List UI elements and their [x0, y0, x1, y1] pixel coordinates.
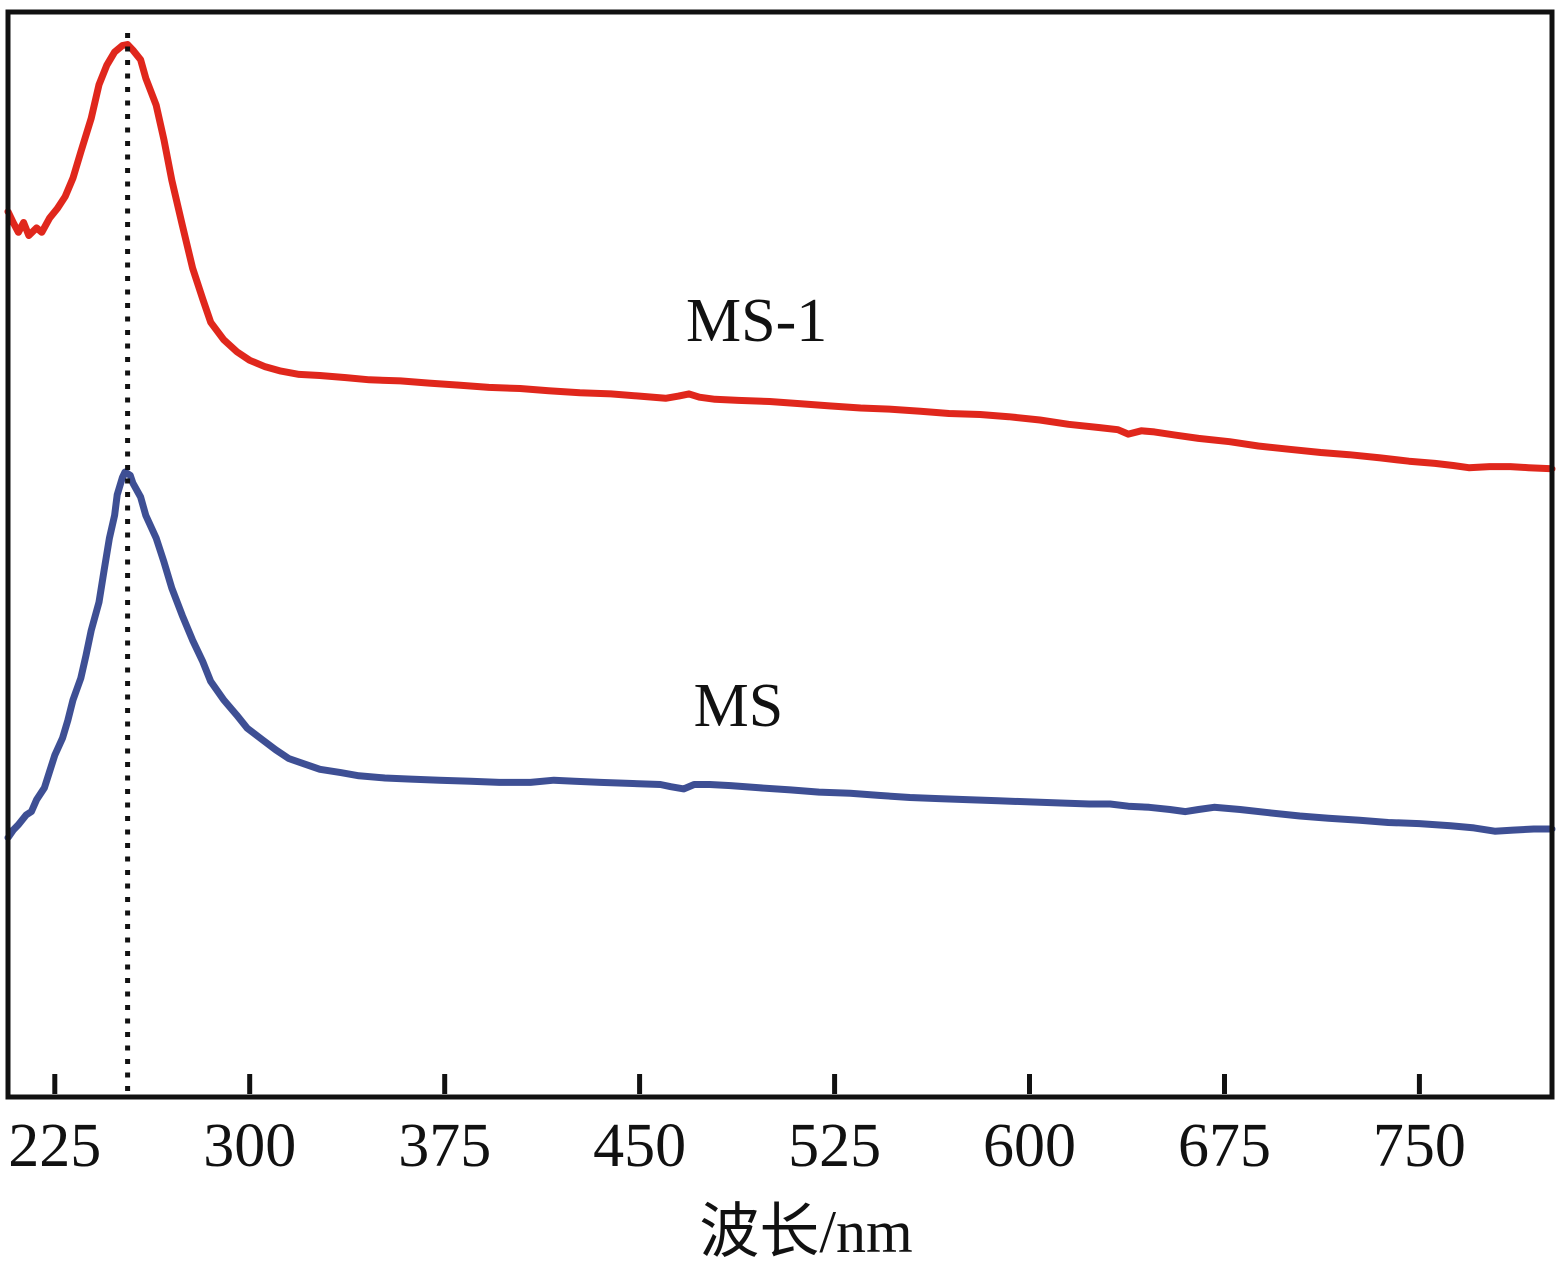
plot-layer: MS-1 MS 225 300 375 450 525 600 675 750 波长/nm	[4, 9, 1556, 1265]
ms-curve	[4, 468, 1556, 842]
ms1-label: MS-1	[686, 287, 827, 355]
x-tick-label: 375	[398, 1112, 491, 1180]
plot-border	[5, 9, 1555, 1100]
x-tick-label: 675	[1178, 1112, 1271, 1180]
ms1-curve	[4, 41, 1556, 473]
x-tick-label: 750	[1373, 1112, 1466, 1180]
ms-label: MS	[694, 672, 784, 740]
x-tick-label: 300	[203, 1112, 296, 1180]
x-tick-label: 450	[593, 1112, 686, 1180]
x-axis-labels: 225 300 375 450 525 600 675 750	[8, 1112, 1466, 1180]
x-axis-ticks	[52, 1074, 1422, 1094]
x-tick-label: 525	[788, 1112, 881, 1180]
x-axis-title: 波长/nm	[699, 1199, 912, 1265]
x-tick-label: 225	[8, 1112, 101, 1180]
x-tick-label: 600	[983, 1112, 1076, 1180]
